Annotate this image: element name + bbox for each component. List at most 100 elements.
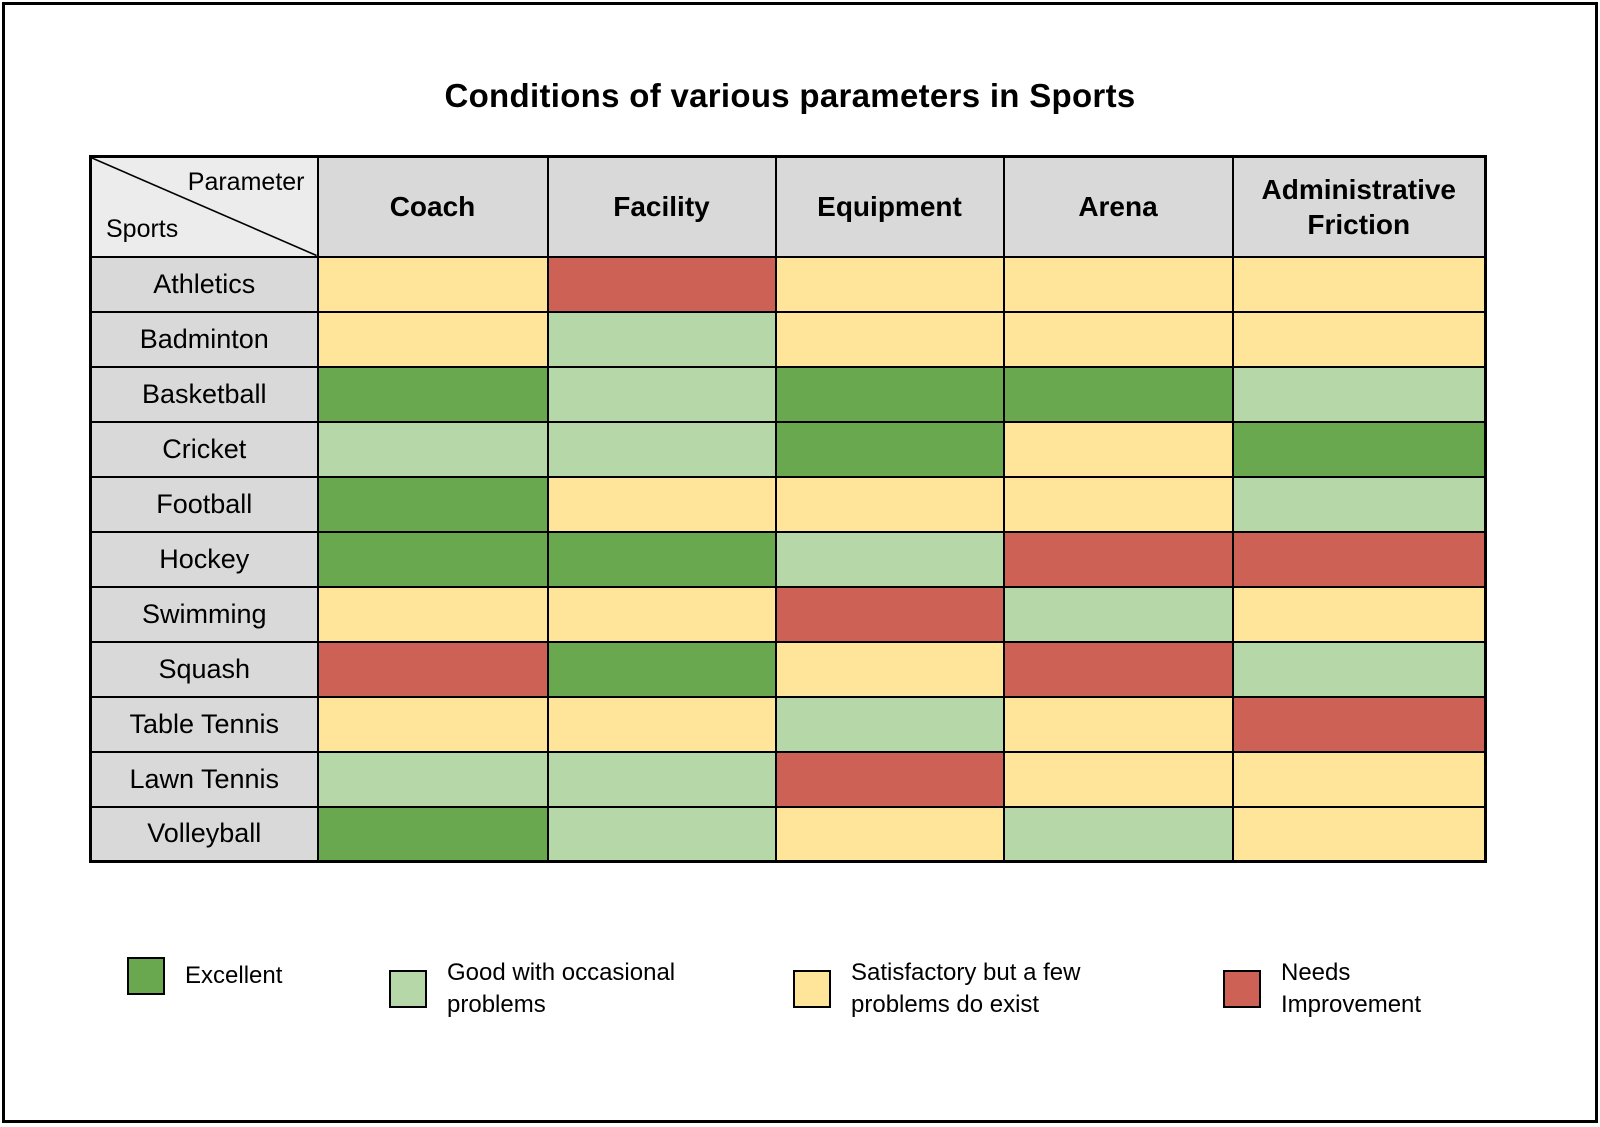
table-row-volleyball: Volleyball <box>89 805 1487 863</box>
legend-label-good-with-occasional-problems: Good with occasional problems <box>447 959 676 1019</box>
rating-cell-squash-administrative-friction <box>1231 640 1487 698</box>
diagonal-divider-icon <box>92 158 317 256</box>
column-header-coach: Coach <box>316 155 549 258</box>
rating-cell-football-arena <box>1002 475 1234 533</box>
rating-cell-swimming-administrative-friction <box>1231 585 1487 643</box>
rating-cell-badminton-equipment <box>774 310 1005 368</box>
sport-label-swimming: Swimming <box>89 585 319 643</box>
rating-cell-football-administrative-friction <box>1231 475 1487 533</box>
sport-label-hockey: Hockey <box>89 530 319 588</box>
rating-cell-swimming-equipment <box>774 585 1005 643</box>
rating-cell-athletics-equipment <box>774 255 1005 313</box>
table-row-athletics: Athletics <box>89 255 1487 313</box>
table-row-cricket: Cricket <box>89 420 1487 478</box>
rating-cell-volleyball-facility <box>546 805 777 863</box>
rating-cell-athletics-facility <box>546 255 777 313</box>
rating-cell-hockey-arena <box>1002 530 1234 588</box>
satisfactory-but-a-few-problems-do-exist-swatch-icon <box>793 970 831 1009</box>
legend-item-excellent: Excellent <box>127 957 389 995</box>
table-row-swimming: Swimming <box>89 585 1487 643</box>
legend: Excellent Good with occasional problems Sa… <box>127 957 1595 1022</box>
rating-cell-lawn-tennis-arena <box>1002 750 1234 808</box>
corner-parameter-label: Parameter <box>187 168 305 196</box>
corner-sports-label: Sports <box>106 214 179 243</box>
column-header-administrative-friction: Administrative Friction <box>1231 155 1487 258</box>
sport-label-table-tennis: Table Tennis <box>89 695 319 753</box>
rating-cell-hockey-facility <box>546 530 777 588</box>
rating-cell-basketball-equipment <box>774 365 1005 423</box>
rating-cell-cricket-coach <box>316 420 549 478</box>
table-row-table-tennis: Table Tennis <box>89 695 1487 753</box>
legend-label-excellent: Excellent <box>185 961 283 989</box>
sport-label-athletics: Athletics <box>89 255 319 313</box>
rating-cell-volleyball-coach <box>316 805 549 863</box>
rating-cell-cricket-equipment <box>774 420 1005 478</box>
rating-cell-table-tennis-administrative-friction <box>1231 695 1487 753</box>
rating-cell-volleyball-administrative-friction <box>1231 805 1487 863</box>
rating-cell-football-facility <box>546 475 777 533</box>
table-row-badminton: Badminton <box>89 310 1487 368</box>
corner-cell: Parameter Sports <box>89 155 319 258</box>
rating-cell-swimming-arena <box>1002 585 1234 643</box>
excellent-swatch-icon <box>127 957 165 995</box>
rating-cell-football-equipment <box>774 475 1005 533</box>
rating-cell-badminton-arena <box>1002 310 1234 368</box>
table-row-hockey: Hockey <box>89 530 1487 588</box>
rating-cell-badminton-facility <box>546 310 777 368</box>
sport-label-squash: Squash <box>89 640 319 698</box>
rating-cell-basketball-administrative-friction <box>1231 365 1487 423</box>
table-row-lawn-tennis: Lawn Tennis <box>89 750 1487 808</box>
table-row-football: Football <box>89 475 1487 533</box>
rating-cell-volleyball-arena <box>1002 805 1234 863</box>
column-header-equipment: Equipment <box>774 155 1005 258</box>
rating-cell-hockey-equipment <box>774 530 1005 588</box>
rating-cell-athletics-coach <box>316 255 549 313</box>
rating-cell-football-coach <box>316 475 549 533</box>
good-with-occasional-problems-swatch-icon <box>389 970 427 1009</box>
rating-cell-badminton-administrative-friction <box>1231 310 1487 368</box>
rating-cell-cricket-arena <box>1002 420 1234 478</box>
sport-label-basketball: Basketball <box>89 365 319 423</box>
rating-cell-athletics-arena <box>1002 255 1234 313</box>
rating-cell-table-tennis-facility <box>546 695 777 753</box>
needs-improvement-swatch-icon <box>1223 970 1261 1009</box>
rating-cell-squash-facility <box>546 640 777 698</box>
rating-cell-basketball-coach <box>316 365 549 423</box>
rating-cell-swimming-facility <box>546 585 777 643</box>
sport-label-badminton: Badminton <box>89 310 319 368</box>
rating-cell-cricket-administrative-friction <box>1231 420 1487 478</box>
rating-cell-cricket-facility <box>546 420 777 478</box>
rating-cell-athletics-administrative-friction <box>1231 255 1487 313</box>
rating-cell-lawn-tennis-facility <box>546 750 777 808</box>
table-body: Athletics Badminton Basketball Cricket Footb… <box>89 255 1487 863</box>
sport-label-football: Football <box>89 475 319 533</box>
conditions-table: Parameter Sports Coach Facility Equipmen… <box>89 155 1487 863</box>
column-header-facility: Facility <box>546 155 777 258</box>
rating-cell-table-tennis-arena <box>1002 695 1234 753</box>
sport-label-lawn-tennis: Lawn Tennis <box>89 750 319 808</box>
rating-cell-lawn-tennis-administrative-friction <box>1231 750 1487 808</box>
legend-label-satisfactory-but-a-few-problems-do-exist: Satisfactory but a few problems do exist <box>851 959 1081 1019</box>
rating-cell-table-tennis-equipment <box>774 695 1005 753</box>
table-row-basketball: Basketball <box>89 365 1487 423</box>
rating-cell-lawn-tennis-equipment <box>774 750 1005 808</box>
column-header-arena: Arena <box>1002 155 1234 258</box>
rating-cell-squash-equipment <box>774 640 1005 698</box>
rating-cell-hockey-coach <box>316 530 549 588</box>
rating-cell-table-tennis-coach <box>316 695 549 753</box>
sport-label-volleyball: Volleyball <box>89 805 319 863</box>
rating-cell-squash-arena <box>1002 640 1234 698</box>
page-title: Conditions of various parameters in Spor… <box>444 77 1136 114</box>
rating-cell-lawn-tennis-coach <box>316 750 549 808</box>
legend-item-satisfactory-but-a-few-problems-do-exist: Satisfactory but a few problems do exist <box>793 957 1223 1022</box>
rating-cell-swimming-coach <box>316 585 549 643</box>
rating-cell-badminton-coach <box>316 310 549 368</box>
rating-cell-volleyball-equipment <box>774 805 1005 863</box>
legend-item-good-with-occasional-problems: Good with occasional problems <box>389 957 793 1022</box>
rating-cell-basketball-facility <box>546 365 777 423</box>
rating-cell-squash-coach <box>316 640 549 698</box>
table-row-squash: Squash <box>89 640 1487 698</box>
rating-cell-hockey-administrative-friction <box>1231 530 1487 588</box>
sport-label-cricket: Cricket <box>89 420 319 478</box>
